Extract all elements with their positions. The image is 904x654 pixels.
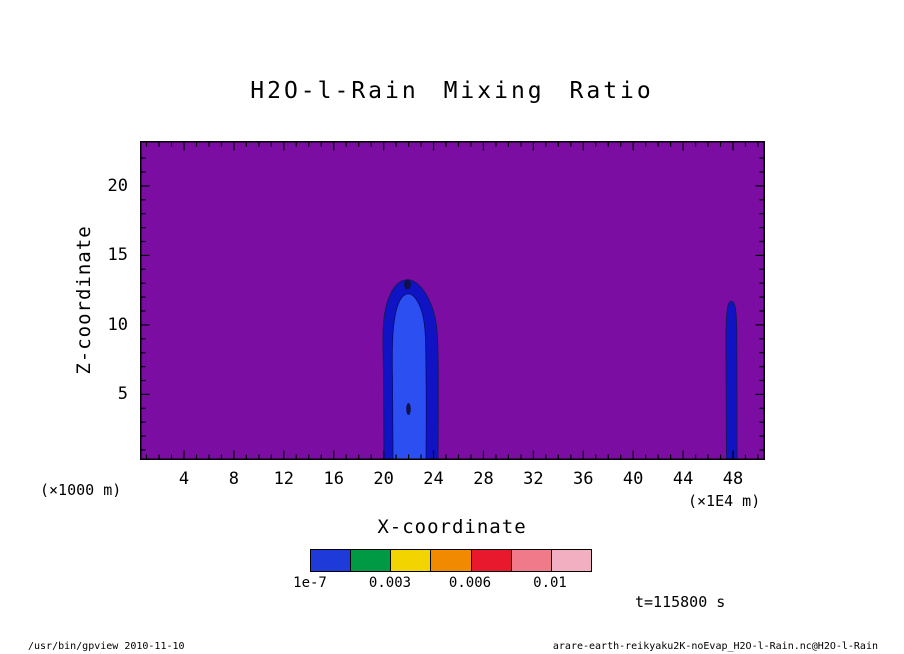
y-tick-label: 5 (117, 384, 128, 405)
colorbar-level-label: 0.01 (533, 575, 567, 591)
plot-region (140, 141, 765, 461)
footer-filename: arare-earth-reikyaku2K-noEvap_H2O-l-Rain… (552, 641, 878, 652)
colorbar-cell (391, 550, 432, 571)
x-tick-label: 12 (273, 469, 295, 489)
x-axis-unit: (×1E4 m) (688, 492, 761, 510)
x-tick-label: 16 (323, 469, 344, 489)
y-tick-label: 15 (107, 245, 128, 266)
contour-speck-mid (406, 403, 411, 415)
y-tick-label: 20 (107, 175, 128, 196)
contour-plot (140, 141, 765, 461)
colorbar-level-label: 1e-7 (293, 575, 327, 591)
axis-ticks (141, 142, 764, 459)
x-tick-label: 28 (473, 469, 494, 489)
secondary-rain-shaft (725, 300, 738, 461)
colorbar-level-label: 0.006 (448, 575, 492, 591)
colorbar-level-label: 0.003 (368, 575, 412, 591)
x-tick-label: 32 (523, 469, 544, 489)
footer-command: /usr/bin/gpview 2010-11-10 (28, 641, 185, 652)
x-tick-label: 48 (722, 469, 744, 489)
x-tick-label: 40 (622, 469, 644, 489)
colorbar-cell (311, 550, 352, 571)
time-annotation: t=115800 s (635, 593, 726, 611)
colorbar-cell (431, 550, 472, 571)
y-axis-unit: (×1000 m) (40, 481, 122, 499)
y-tick-label: 10 (107, 314, 128, 335)
x-tick-label: 24 (423, 469, 444, 489)
y-axis-label: Z-coordinate (73, 225, 95, 375)
contour-speck-top (404, 279, 411, 290)
x-tick-label: 4 (178, 469, 190, 489)
colorbar-cell (511, 550, 552, 571)
colorbar-cell (551, 550, 591, 571)
colorbar-cell (471, 550, 512, 571)
x-axis-label: X-coordinate (377, 516, 527, 538)
x-tick-label: 8 (228, 469, 240, 489)
main-rain-shaft-core (391, 293, 427, 461)
plot-title: H2O-l-Rain Mixing Ratio (250, 78, 654, 104)
x-tick-label: 20 (373, 469, 394, 489)
plot-frame (140, 141, 765, 460)
x-tick-label: 36 (573, 469, 594, 489)
x-tick-label: 44 (672, 469, 694, 489)
colorbar (310, 549, 592, 572)
colorbar-cell (351, 550, 392, 571)
plot-background (140, 141, 765, 460)
